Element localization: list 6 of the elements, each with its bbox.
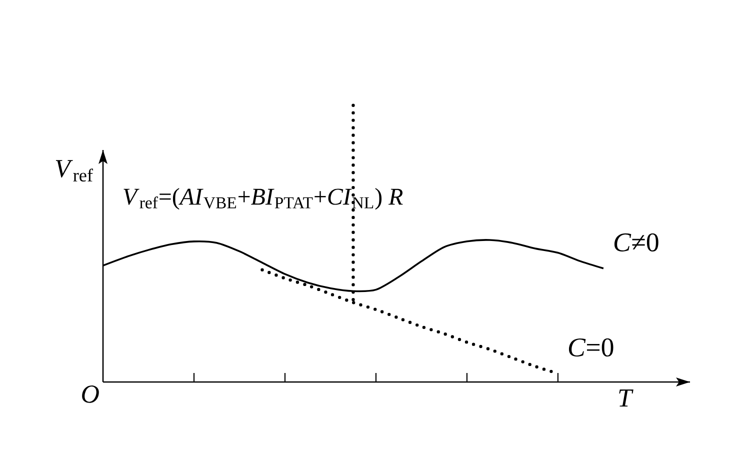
text: V$_{ref}$=(AI$_{VBE}$+BI$_{PTAT}$+CI$_{NL}$) R bbox=[124, 188, 403, 210]
text: O bbox=[82, 386, 99, 403]
series-label: C≠0 bbox=[614, 233, 658, 252]
x-axis-title: T bbox=[619, 389, 634, 406]
y-axis-title: V$_{ref}$ bbox=[56, 160, 93, 182]
series-label: C=0 bbox=[568, 338, 614, 357]
